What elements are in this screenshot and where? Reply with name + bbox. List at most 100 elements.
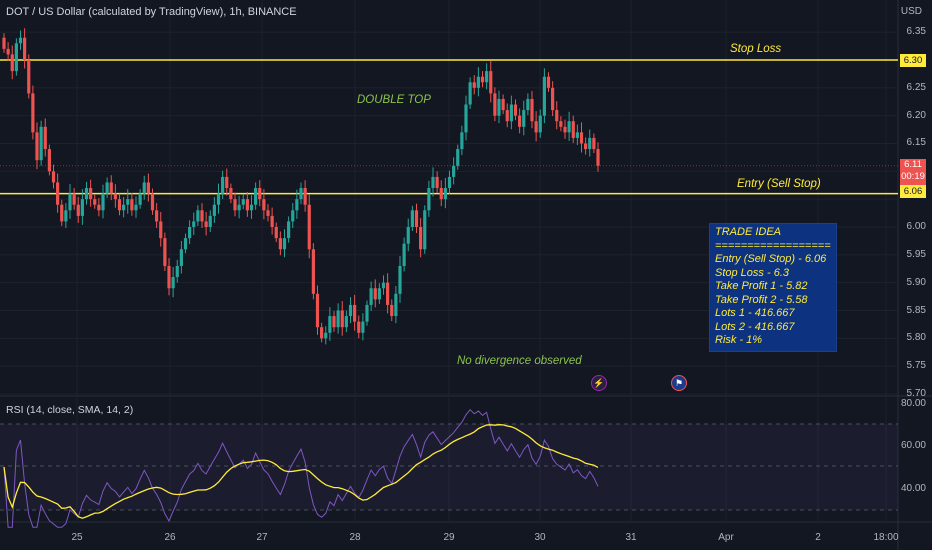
candle [551,87,555,111]
candle [559,121,563,127]
candle [464,104,468,133]
candle [39,126,43,161]
time-tick-label: 27 [256,532,268,543]
candle [2,37,6,49]
candle [183,238,188,250]
stop-loss-label[interactable]: Stop Loss [730,43,782,55]
rsi-band [0,424,898,510]
candle [60,204,64,222]
candle [258,188,262,200]
candle [315,293,320,328]
candle [406,227,410,244]
candle [221,176,225,194]
time-tick-label: 18:00 [873,532,899,543]
candle [291,210,295,222]
price-tick-label: 5.75 [906,360,926,371]
divergence-label[interactable]: No divergence observed [457,355,582,367]
candle [31,93,35,133]
candle [109,182,113,194]
candle [365,304,369,322]
trade-idea-box[interactable]: TRADE IDEA ========================= Ent… [709,223,837,352]
candle [460,132,464,150]
candle [361,321,365,333]
rsi-title: RSI (14, close, SMA, 14, 2) [6,404,134,416]
candle [509,104,513,122]
candle [208,215,212,227]
price-tick-label: 5.80 [906,332,926,343]
candle [472,82,476,88]
entry-label[interactable]: Entry (Sell Stop) [737,178,821,190]
candle [80,199,84,216]
candle [72,193,76,205]
rsi-level-60: 60.00 [900,440,926,451]
trade-idea-line: Lots 2 - 416.667 [715,320,795,333]
candle [150,193,155,211]
candle [348,304,353,317]
candle [592,137,596,150]
candle [369,288,373,305]
candle [192,221,196,227]
price-tick-label: 6.00 [906,221,926,232]
candle [501,98,505,111]
candle [146,182,150,194]
time-tick-label: Apr [718,532,734,543]
candle [64,210,68,222]
candle [340,310,344,328]
candle [196,210,200,222]
candle [89,188,93,200]
candle [155,210,159,222]
trade-idea-line: Stop Loss - 6.3 [715,266,789,279]
candle [76,204,80,216]
time-tick-label: 28 [349,532,361,543]
rsi-level-80: 80.00 [900,398,926,409]
candle [398,265,402,294]
candle [394,293,398,317]
candle [307,204,311,250]
candle [278,238,282,250]
candle [47,149,51,172]
candle [225,176,229,189]
candle [142,182,146,194]
candle [117,199,122,211]
candle [452,165,456,177]
trade-idea-line: Take Profit 2 - 5.58 [715,293,808,306]
candle [27,60,31,94]
candle [212,204,216,216]
time-tick-label: 26 [164,532,176,543]
candle [381,282,386,289]
price-tick-label: 5.95 [906,249,926,260]
candle [584,143,588,150]
candle [175,265,179,278]
trade-idea-line: Lots 1 - 416.667 [715,307,795,319]
rsi-ma-line [3,424,599,519]
candle [497,98,501,116]
candle [23,37,27,60]
candle [287,221,291,239]
candle [386,282,390,305]
candle [101,193,105,211]
candle [377,288,381,300]
candle [480,76,485,83]
candle [530,98,534,122]
candle [35,132,39,161]
candle [332,316,336,328]
candle [489,71,493,94]
candle [241,199,245,205]
candle [468,82,472,105]
candle [14,43,18,72]
time-tick-label: 2 [815,532,821,543]
candle [353,304,357,322]
candle [179,249,183,266]
us-flag-icon[interactable]: ⚑ [671,375,687,391]
candle [163,238,167,266]
candle [6,48,10,55]
candle [262,199,266,211]
candle [105,182,109,194]
candle [204,221,208,227]
price-tick-label: 5.90 [906,277,926,288]
trade-idea-line: Entry (Sell Stop) - 6.06 [715,253,827,265]
lightning-icon[interactable]: ⚡ [591,375,607,391]
double-top-label[interactable]: DOUBLE TOP [357,94,431,106]
